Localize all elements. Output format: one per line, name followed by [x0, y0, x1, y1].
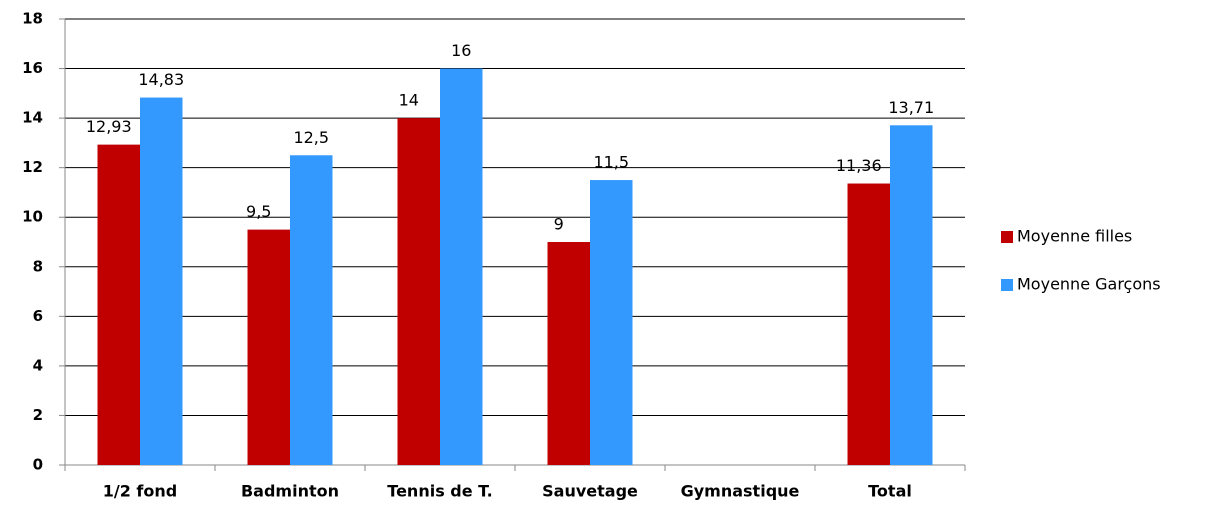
- value-label: 11,36: [836, 156, 882, 175]
- bar: [290, 155, 333, 465]
- x-tick-label: Badminton: [241, 482, 339, 501]
- legend-label: Moyenne Garçons: [1017, 275, 1161, 294]
- bar: [248, 230, 291, 465]
- value-label: 9,5: [246, 202, 271, 221]
- legend-swatch: [1001, 231, 1013, 243]
- bar: [140, 98, 183, 465]
- bar: [440, 69, 483, 465]
- bar: [848, 184, 891, 465]
- value-label: 14: [399, 91, 419, 110]
- x-tick-label: Sauvetage: [542, 482, 638, 501]
- y-tick-label: 4: [33, 356, 43, 374]
- y-tick-label: 2: [33, 406, 43, 424]
- x-tick-label: Tennis de T.: [387, 482, 492, 501]
- y-tick-label: 0: [33, 456, 43, 474]
- y-tick-label: 6: [33, 307, 43, 325]
- y-tick-label: 18: [22, 10, 43, 28]
- bar: [548, 242, 591, 465]
- legend-swatch: [1001, 279, 1013, 291]
- value-label: 11,5: [593, 153, 629, 172]
- value-label: 14,83: [138, 70, 184, 89]
- value-label: 12,93: [86, 117, 132, 136]
- chart: 0 2 4 6 8 10 12 14 16 18 1/2 fond 12,93 14,83 Badmint…: [0, 0, 1231, 513]
- bar: [398, 118, 441, 465]
- y-tick-label: 10: [22, 208, 43, 226]
- x-tick-label: Gymnastique: [681, 482, 800, 501]
- x-tick-label: Total: [868, 482, 912, 501]
- y-tick-label: 16: [22, 59, 43, 77]
- y-tick-label: 14: [22, 109, 43, 127]
- value-label: 16: [451, 41, 471, 60]
- value-label: 13,71: [888, 98, 934, 117]
- x-tick-label: 1/2 fond: [103, 482, 177, 501]
- bar: [590, 180, 633, 465]
- bar: [98, 145, 141, 465]
- value-label: 9: [554, 215, 564, 234]
- value-label: 12,5: [293, 128, 329, 147]
- y-tick-label: 8: [33, 257, 43, 275]
- legend-label: Moyenne filles: [1017, 227, 1132, 246]
- y-tick-label: 12: [22, 158, 43, 176]
- bar: [890, 125, 933, 465]
